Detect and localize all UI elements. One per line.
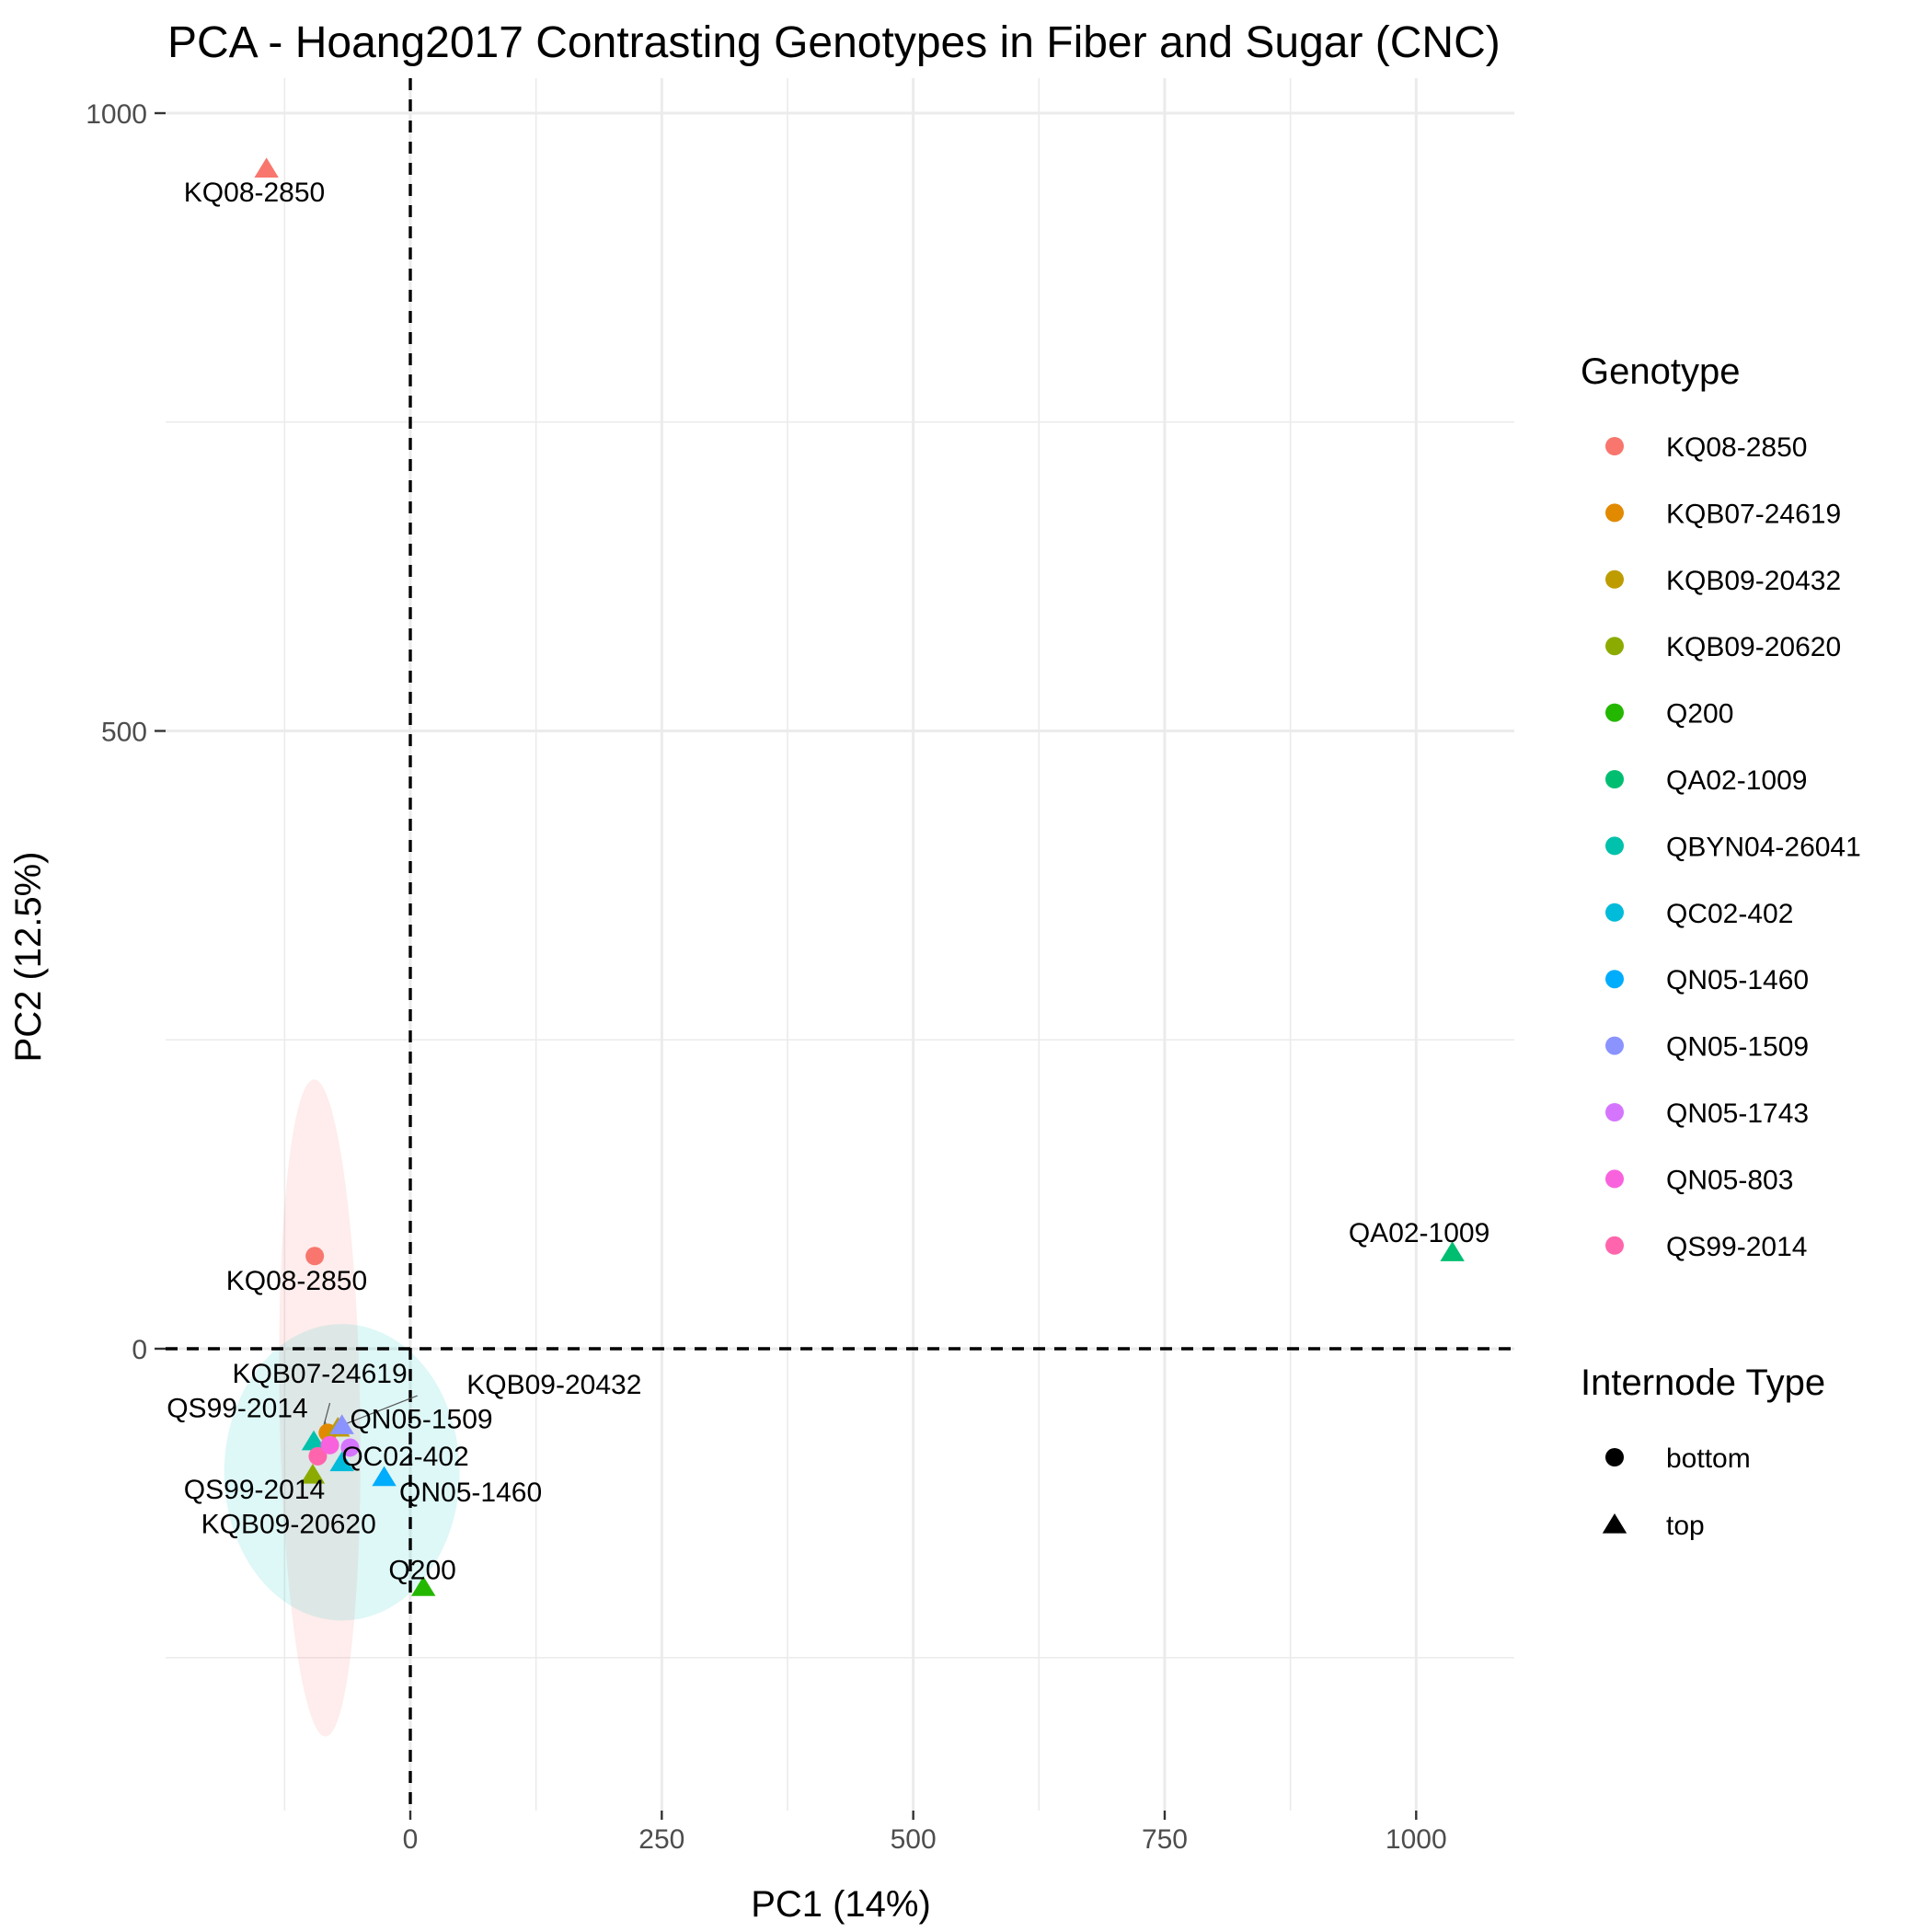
grid-lines — [166, 78, 1514, 1811]
legend-genotype-label: QBYN04-26041 — [1666, 832, 1861, 862]
x-tick-label: 750 — [1142, 1824, 1188, 1855]
legend-color-key — [1605, 1103, 1624, 1121]
data-point-triangle — [254, 157, 279, 178]
legend-color-key — [1605, 703, 1624, 722]
legend-genotype-label: Q200 — [1666, 699, 1733, 730]
legend-color-key — [1605, 1169, 1624, 1189]
legend-genotype-label: QN05-803 — [1666, 1165, 1793, 1195]
legend-genotype-label: QC02-402 — [1666, 899, 1793, 929]
data-point-triangle — [329, 1414, 354, 1434]
point-label: KQB09-20620 — [201, 1510, 376, 1540]
data-point-triangle — [372, 1466, 397, 1487]
x-tick-label: 1000 — [1386, 1824, 1447, 1855]
legend: Genotype KQ08-2850 KQB07-24619 KQB09-20432… — [1581, 351, 1861, 1541]
legend-genotype-label: KQB09-20620 — [1666, 632, 1841, 662]
confidence-ellipses — [224, 1079, 460, 1737]
data-point-circle — [320, 1435, 339, 1455]
data-point-circle — [308, 1446, 328, 1466]
label-connector — [341, 1395, 418, 1426]
legend-color-key — [1605, 970, 1624, 989]
data-point-circle — [305, 1247, 325, 1266]
data-point-triangle — [301, 1430, 327, 1451]
legend-genotype-label: KQ08-2850 — [1666, 432, 1807, 463]
legend-genotype-title: Genotype — [1581, 351, 1740, 392]
legend-color-key — [1605, 569, 1624, 589]
legend-internode-label: bottom — [1666, 1443, 1751, 1474]
legend-genotype-label: QN05-1460 — [1666, 965, 1809, 995]
point-label: KQ08-2850 — [226, 1266, 367, 1296]
legend-color-key — [1605, 1236, 1624, 1255]
legend-genotype-label: QN05-1509 — [1666, 1032, 1809, 1063]
point-label: QN05-1460 — [399, 1478, 542, 1508]
legend-genotype-label: QA02-1009 — [1666, 765, 1807, 796]
y-tick-label: 0 — [132, 1335, 147, 1365]
legend-genotype-label: KQB09-20432 — [1666, 566, 1841, 596]
legend-genotype-label: QS99-2014 — [1666, 1232, 1807, 1262]
legend-internode-entries: bottom top — [1602, 1443, 1751, 1541]
point-label: Q200 — [388, 1555, 455, 1585]
y-tick-label: 500 — [101, 718, 147, 748]
legend-color-key — [1605, 503, 1624, 523]
legend-color-key — [1605, 437, 1624, 455]
x-axis-title: PC1 (14%) — [751, 1884, 931, 1925]
legend-color-key — [1605, 1036, 1624, 1055]
y-axis-title: PC2 (12.5%) — [8, 852, 49, 1063]
point-label: KQB09-20432 — [466, 1370, 641, 1400]
chart-title: PCA - Hoang2017 Contrasting Genotypes in… — [167, 18, 1501, 67]
legend-color-key — [1605, 770, 1624, 788]
data-points — [254, 157, 1465, 1596]
point-label: QC02-402 — [341, 1442, 468, 1472]
point-label: QS99-2014 — [184, 1475, 325, 1505]
point-label: QA02-1009 — [1349, 1218, 1489, 1248]
data-point-triangle — [300, 1463, 326, 1484]
point-label: QS99-2014 — [167, 1393, 307, 1423]
x-tick-label: 250 — [638, 1824, 684, 1855]
legend-internode-label: top — [1666, 1511, 1705, 1541]
y-tick-label: 1000 — [86, 99, 147, 130]
axes: 0 250 500 750 1000 0 500 1000 — [86, 99, 1446, 1855]
legend-genotype-entries: KQ08-2850 KQB07-24619 KQB09-20432 KQB09-206… — [1605, 432, 1861, 1262]
point-label: KQ08-2850 — [184, 178, 325, 208]
legend-genotype-label: KQB07-24619 — [1666, 499, 1841, 529]
legend-color-key — [1605, 836, 1624, 856]
reference-lines — [166, 78, 1514, 1811]
data-point-circle — [340, 1438, 360, 1457]
data-point-triangle — [411, 1576, 436, 1596]
legend-shape-key — [1605, 1448, 1624, 1466]
legend-genotype-label: QN05-1743 — [1666, 1098, 1809, 1129]
legend-color-key — [1605, 903, 1624, 922]
data-point-triangle — [329, 1451, 354, 1472]
data-point-triangle — [1440, 1241, 1465, 1261]
point-label: QN05-1509 — [350, 1405, 492, 1435]
ellipse-bottom — [224, 1324, 460, 1621]
legend-shape-key — [1602, 1513, 1627, 1534]
point-label: KQB07-24619 — [233, 1359, 408, 1389]
ellipse-top — [279, 1079, 361, 1737]
x-tick-label: 500 — [891, 1824, 937, 1855]
x-tick-label: 0 — [403, 1824, 419, 1855]
point-labels: KQ08-2850 KQ08-2850 QA02-1009 KQB07-24619 KQ… — [167, 178, 1489, 1585]
legend-internode-title: Internode Type — [1581, 1363, 1825, 1403]
legend-color-key — [1605, 637, 1624, 656]
